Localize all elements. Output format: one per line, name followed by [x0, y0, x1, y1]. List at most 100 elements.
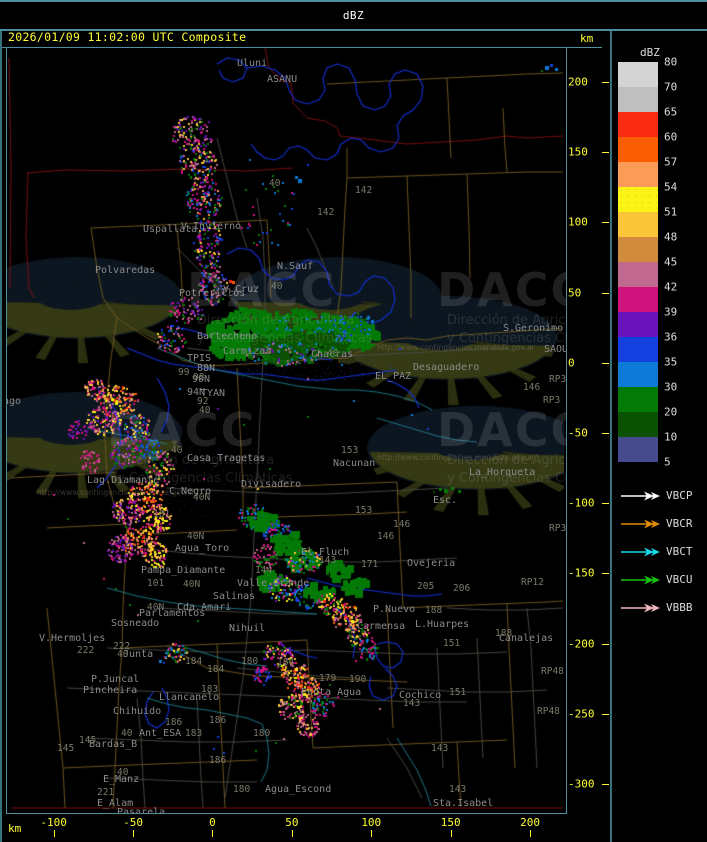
map-road-label: 98 — [193, 372, 205, 383]
map-place-label: Uspallata — [143, 224, 198, 235]
legend-swatch-label: 54 — [664, 180, 678, 194]
map-road-label: 205 — [417, 581, 435, 592]
map-road-label: 186 — [209, 755, 227, 766]
x-axis-unit-label: km — [8, 822, 22, 835]
map-place-label: Casa_Tragetas — [187, 453, 266, 464]
x-tick — [212, 830, 214, 837]
map-place-label: Potrerillos — [179, 288, 246, 299]
legend-swatch — [618, 187, 658, 212]
map-road-label: 101 — [147, 578, 165, 589]
map-place-label: P.Nuevo — [373, 604, 416, 615]
map-place-label: TYAN — [201, 388, 226, 399]
x-tick — [291, 830, 293, 837]
legend-swatch — [618, 237, 658, 262]
wind-arrow-icon — [621, 603, 660, 613]
legend-swatch — [618, 437, 658, 462]
x-tick-label: 200 — [520, 816, 540, 829]
map-road-label: 151 — [443, 638, 461, 649]
map-place-label: Cochico — [399, 690, 442, 701]
map-road-label: 40N — [187, 531, 205, 542]
legend-swatch-label: 70 — [664, 80, 678, 94]
watermark-line2: y Contingencias Climáticas — [197, 331, 373, 346]
x-tick — [53, 830, 55, 837]
right-rule — [610, 27, 612, 842]
y-tick — [602, 292, 609, 294]
y-tick-label: -250 — [568, 707, 595, 721]
map-road-label: 151 — [449, 687, 467, 698]
map-road-label: 40 — [117, 767, 129, 778]
legend-swatch-label: 35 — [664, 355, 678, 369]
y-tick — [602, 152, 609, 154]
map-road-label: 186 — [209, 715, 227, 726]
map-road-label: 222 — [77, 645, 95, 656]
map-road-label: 143 — [449, 784, 467, 795]
y-axis-unit-label: km — [580, 32, 594, 45]
legend-swatch — [618, 137, 658, 162]
left-rule — [0, 27, 2, 842]
y-tick-label: 200 — [568, 75, 588, 89]
map-road-label: 153 — [355, 505, 373, 516]
map-road-label: 40N — [193, 492, 211, 503]
radar-map-frame[interactable]: Uluni ASANU Uspallata V.Invierno Polvaredas N… — [6, 47, 567, 814]
legend-swatch-label: 48 — [664, 230, 678, 244]
map-road-label: 146 — [377, 531, 395, 542]
x-axis: -100 -50 0 50 100 150 200 — [0, 812, 600, 842]
x-tick — [530, 830, 532, 837]
map-road-label: 145 — [57, 743, 75, 754]
map-road-label: 183 — [201, 684, 219, 695]
map-place-label: Uluni — [237, 58, 268, 69]
x-tick — [450, 830, 452, 837]
map-road-label: 188 — [425, 605, 443, 616]
legend-swatch — [618, 262, 658, 287]
map-road-label: 101 — [153, 509, 171, 520]
legend-title: dBZ — [640, 46, 660, 59]
map-place-label: Esc. — [433, 495, 458, 506]
window-title-bar: dBZ — [0, 0, 707, 31]
watermark-brand: DACC — [437, 403, 566, 457]
legend-swatch — [618, 162, 658, 187]
map-place-label: Cda.Amari — [177, 602, 232, 613]
timestamp-label: 2026/01/09 11:02:00 UTC Composite — [8, 30, 247, 44]
map-place-label: Nacunan — [333, 458, 376, 469]
map-road-label: 142 — [355, 185, 373, 196]
x-tick — [371, 830, 373, 837]
watermark-line1: Dirección de Agricultura — [447, 453, 566, 468]
map-place-label: Punta_Agua — [301, 687, 362, 698]
y-tick-label: 150 — [568, 145, 588, 159]
wind-arrow-icon — [621, 547, 660, 557]
y-tick-label: -100 — [568, 496, 595, 510]
map-place-label: ago — [7, 396, 22, 407]
legend-swatch-label: 57 — [664, 155, 678, 169]
x-tick — [133, 830, 135, 837]
map-place-label: Bardas_B — [89, 739, 138, 750]
legend-swatch — [618, 112, 658, 137]
y-tick-label: -200 — [568, 637, 595, 651]
y-tick — [602, 643, 609, 645]
map-road-label: 145 — [79, 735, 97, 746]
x-tick-label: -100 — [40, 816, 67, 829]
map-road-label: 186 — [165, 717, 183, 728]
map-road-label: 171 — [361, 559, 379, 570]
map-road-label: 184 — [277, 657, 295, 668]
legend-swatch-label: 20 — [664, 405, 678, 419]
watermark-url: http://www.contingencias.mendoza.gov.ar — [377, 453, 535, 462]
watermark-brand: DACC — [437, 263, 566, 317]
y-tick-label: -50 — [568, 426, 588, 440]
map-place-label: Sosneado — [111, 618, 160, 629]
map-place-label: V.Hermoljes — [39, 633, 106, 644]
x-tick-label: 100 — [361, 816, 382, 829]
map-place-label: E_Manz — [103, 774, 140, 785]
map-road-label: 146 — [393, 519, 411, 530]
map-place-label: Divisadero — [241, 479, 302, 490]
map-road-label: 221 — [97, 787, 115, 798]
map-place-label: Agua_Escond — [265, 784, 332, 795]
radar-echo-canvas[interactable] — [7, 48, 564, 811]
map-place-label: EL_PAZ — [375, 371, 412, 382]
watermark-line1: Dirección de Agricultura — [197, 313, 355, 328]
map-place-label: C.Negro — [169, 486, 212, 497]
map-place-label: Lag.Diamante — [87, 475, 160, 486]
y-tick — [602, 783, 609, 785]
legend-swatch-label: 45 — [664, 255, 678, 269]
y-tick-label: 100 — [568, 215, 588, 229]
map-road-label: RP3 — [549, 523, 567, 534]
